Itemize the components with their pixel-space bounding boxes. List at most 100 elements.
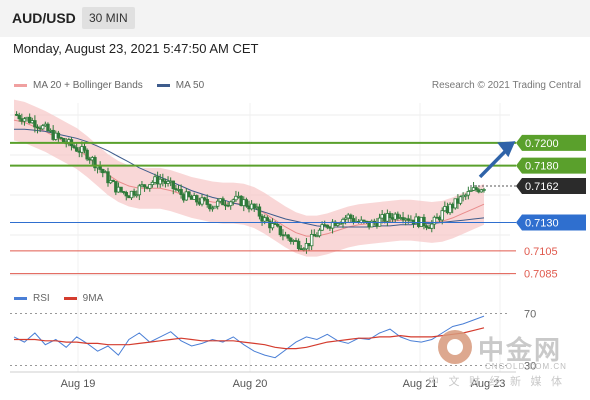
candle-body xyxy=(456,198,460,204)
watermark: 中金网 CNGOLD.COM.CN 中 文 财 经 新 媒 体 xyxy=(428,330,578,390)
candle-body xyxy=(291,240,296,242)
candle-body xyxy=(116,186,121,193)
candle-body xyxy=(129,190,134,199)
bollinger-band xyxy=(14,99,484,257)
candle-body xyxy=(38,127,42,130)
watermark-logo-icon xyxy=(438,330,472,364)
candle-body xyxy=(93,157,97,169)
candle-body xyxy=(27,116,32,124)
candle-body xyxy=(124,192,128,197)
candle-body xyxy=(197,201,202,205)
candle-body xyxy=(469,189,473,192)
candle-body xyxy=(422,216,426,227)
candle-body xyxy=(273,223,277,225)
ma50-legend-label: MA 50 xyxy=(175,80,205,91)
currency-pair-title: AUD/USD xyxy=(12,10,76,26)
candle-body xyxy=(205,199,209,205)
candle-body xyxy=(226,204,230,207)
rsi-line xyxy=(13,315,485,359)
header-bar: AUD/USD 30 MIN xyxy=(0,0,590,37)
candle-body xyxy=(108,180,113,184)
candle-body xyxy=(346,214,350,219)
candle-body xyxy=(242,199,246,207)
candle-body xyxy=(450,203,455,209)
candle-body xyxy=(168,180,173,183)
candle-body xyxy=(482,189,486,191)
candle-body xyxy=(323,224,327,227)
candle-body xyxy=(453,198,457,209)
candle-body xyxy=(59,137,63,139)
candle-body xyxy=(98,165,102,170)
candle-body xyxy=(244,199,249,207)
candle-body xyxy=(296,240,301,249)
candle-body xyxy=(135,194,139,197)
candle-body xyxy=(445,206,450,214)
candle-body xyxy=(312,234,316,237)
rsi-swatch xyxy=(14,297,27,300)
candle-body xyxy=(35,126,40,129)
candle-body xyxy=(239,195,243,207)
candle-body xyxy=(234,195,238,201)
candle-body xyxy=(202,197,207,200)
candle-body xyxy=(325,224,330,228)
candle-body xyxy=(54,132,58,140)
candle-body xyxy=(309,234,314,247)
candle-body xyxy=(403,218,408,221)
candle-body xyxy=(148,184,152,189)
candle-body xyxy=(466,191,471,196)
candle-body xyxy=(174,188,178,191)
x-tick-label: Aug 23 xyxy=(471,378,506,390)
candle-body xyxy=(424,225,429,228)
candle-body xyxy=(192,195,196,200)
candle-body xyxy=(409,219,413,222)
watermark-sub: 中 文 财 经 新 媒 体 xyxy=(428,375,565,388)
candle-body xyxy=(349,214,353,219)
candle-body xyxy=(270,223,275,229)
candle-body xyxy=(189,196,194,200)
timeframe-badge[interactable]: 30 MIN xyxy=(82,7,135,29)
candle-body xyxy=(231,199,236,203)
candle-body xyxy=(247,205,251,210)
price-tag-label: 0.7180 xyxy=(525,161,559,173)
candle-body xyxy=(315,235,319,238)
candle-body xyxy=(22,118,27,122)
candle-body xyxy=(171,180,175,190)
candle-body xyxy=(302,248,306,251)
candle-body xyxy=(383,214,387,222)
candle-body xyxy=(320,224,324,231)
candle-body xyxy=(471,187,476,191)
candle-body xyxy=(435,216,439,219)
candle-body xyxy=(103,171,108,174)
candle-body xyxy=(41,125,45,130)
candle-body xyxy=(30,120,34,124)
candle-body xyxy=(153,176,157,183)
candle-body xyxy=(142,184,147,188)
candle-body xyxy=(137,185,142,196)
candle-body xyxy=(74,147,79,152)
candle-body xyxy=(223,204,228,207)
candle-body xyxy=(101,169,105,174)
x-tick-label: Aug 21 xyxy=(403,378,438,390)
candle-body xyxy=(158,178,162,185)
candle-body xyxy=(307,243,311,247)
x-tick-label: Aug 20 xyxy=(233,378,268,390)
ma20-legend-label: MA 20 + Bollinger Bands xyxy=(33,80,143,91)
candle-body xyxy=(304,243,309,250)
candle-body xyxy=(82,146,87,151)
candle-body xyxy=(249,203,254,210)
candle-body xyxy=(479,189,484,193)
candle-body xyxy=(163,180,168,184)
candle-body xyxy=(351,218,356,223)
ma9-swatch xyxy=(63,297,77,300)
candle-body xyxy=(85,149,89,160)
rsi-ma9-line xyxy=(14,327,485,350)
rsi-level-label: 70 xyxy=(524,309,536,321)
candle-body xyxy=(80,146,84,153)
ma9-legend-label: 9MA xyxy=(82,293,104,304)
candle-body xyxy=(330,221,335,229)
candle-body xyxy=(150,181,155,186)
level-label: 0.7105 xyxy=(524,246,558,258)
candle-body xyxy=(229,201,233,207)
rsi-legend: RSI 9MA xyxy=(14,293,103,304)
research-credit: Research © 2021 Trading Central xyxy=(431,80,581,91)
